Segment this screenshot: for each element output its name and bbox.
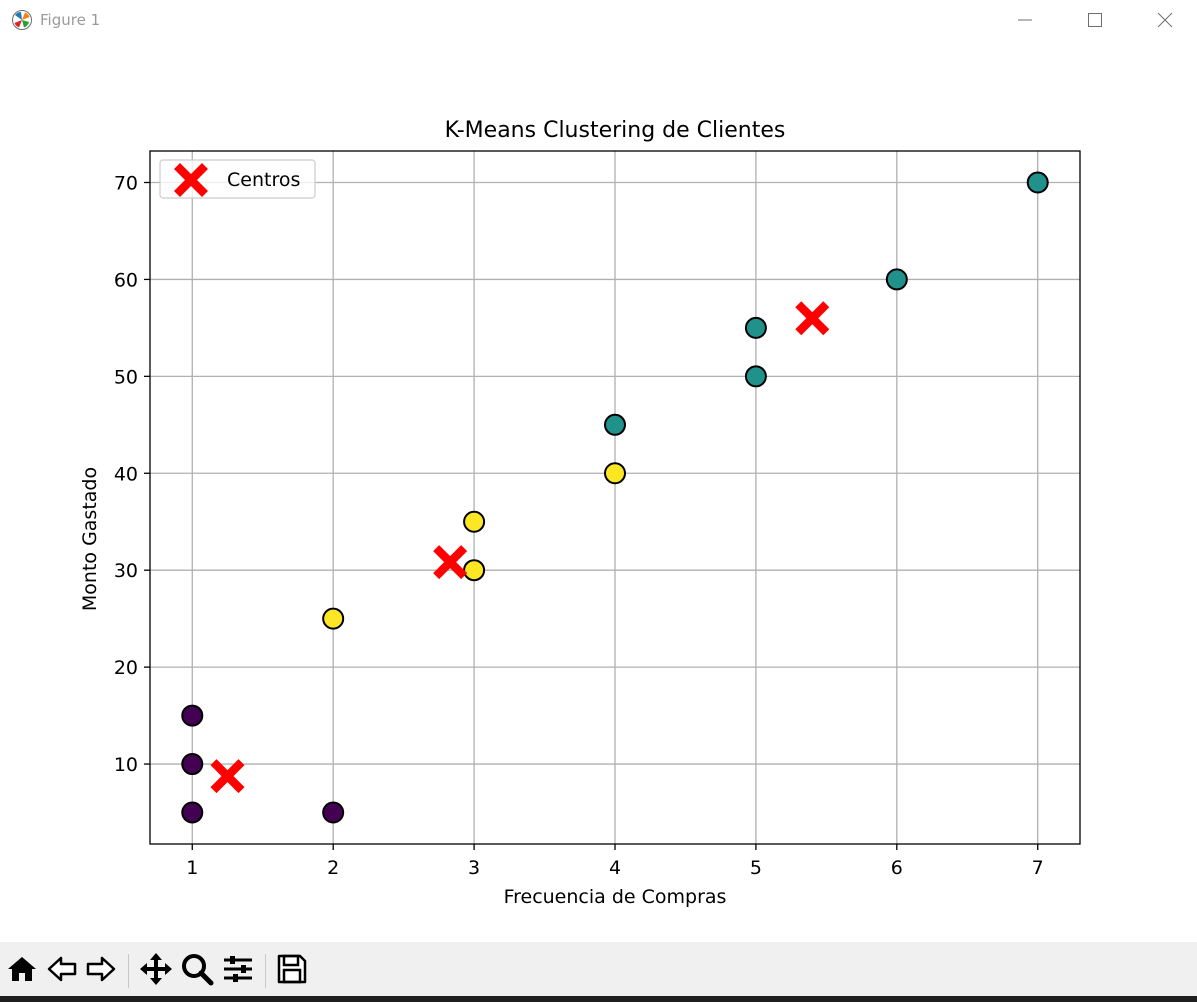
center-marker <box>795 301 830 336</box>
move-icon <box>139 952 173 990</box>
center-marker <box>433 545 468 580</box>
legend-label: Centros <box>227 169 300 191</box>
data-point <box>604 413 626 436</box>
x-tick-label: 4 <box>609 857 621 879</box>
y-tick-label: 10 <box>114 754 138 776</box>
y-tick-label: 20 <box>114 657 138 679</box>
data-points <box>181 171 1049 824</box>
data-point <box>463 510 486 533</box>
data-point <box>604 462 626 485</box>
ticks: 1 2 3 4 5 6 7 10 20 30 40 50 60 70 <box>114 173 1044 880</box>
figure-canvas[interactable]: K-Means Clustering de Clientes Frecuenci… <box>0 42 1197 942</box>
x-tick-label: 5 <box>750 857 762 879</box>
title-bar: Figure 1 <box>0 0 1197 42</box>
grid <box>150 151 1080 844</box>
chart-title: K-Means Clustering de Clientes <box>445 118 786 143</box>
x-tick-label: 7 <box>1032 857 1044 879</box>
x-tick-label: 3 <box>468 857 480 879</box>
data-point <box>885 268 908 291</box>
forward-arrow-icon <box>85 953 117 989</box>
y-axis-label: Monto Gastado <box>79 467 101 611</box>
x-tick-label: 1 <box>186 857 198 879</box>
close-icon <box>1157 12 1173 28</box>
data-point <box>744 365 767 388</box>
center-marker <box>210 759 245 794</box>
close-button[interactable] <box>1130 0 1197 40</box>
y-tick-label: 60 <box>114 269 138 291</box>
save-icon <box>276 953 308 989</box>
y-tick-label: 50 <box>114 366 138 388</box>
scatter-chart: K-Means Clustering de Clientes Frecuenci… <box>79 118 1081 908</box>
configure-button[interactable] <box>219 952 257 990</box>
zoom-icon <box>180 952 214 990</box>
maximize-icon <box>1087 12 1103 28</box>
data-point <box>744 316 767 339</box>
x-tick-label: 2 <box>327 857 339 879</box>
zoom-button[interactable] <box>178 952 216 990</box>
matplotlib-icon <box>11 9 33 31</box>
window-title: Figure 1 <box>40 11 101 29</box>
back-button[interactable] <box>43 952 81 990</box>
home-icon <box>6 953 38 989</box>
data-point <box>322 607 345 630</box>
back-arrow-icon <box>46 953 78 989</box>
data-point <box>1026 171 1049 194</box>
data-point <box>181 753 204 776</box>
toolbar-separator <box>128 954 129 988</box>
minimize-icon <box>1017 12 1033 28</box>
forward-button[interactable] <box>82 952 120 990</box>
data-point <box>322 801 345 824</box>
toolbar-separator <box>265 954 266 988</box>
data-point <box>181 704 204 727</box>
y-tick-label: 30 <box>114 560 138 582</box>
cluster-centers <box>210 301 830 794</box>
legend-marker-centros <box>174 163 208 197</box>
sliders-icon <box>221 952 255 990</box>
navigation-toolbar <box>0 942 1197 1002</box>
save-button[interactable] <box>273 952 311 990</box>
data-point <box>463 559 486 582</box>
legend: Centros <box>159 159 316 199</box>
home-button[interactable] <box>3 952 41 990</box>
x-axis-label: Frecuencia de Compras <box>504 886 727 908</box>
x-tick-label: 6 <box>891 857 903 879</box>
maximize-button[interactable] <box>1060 0 1130 40</box>
pan-button[interactable] <box>137 952 175 990</box>
y-tick-label: 70 <box>114 173 138 195</box>
data-point <box>181 801 204 824</box>
minimize-button[interactable] <box>990 0 1060 40</box>
y-tick-label: 40 <box>114 463 138 485</box>
center-marker <box>174 163 208 197</box>
status-strip <box>0 996 1197 1002</box>
